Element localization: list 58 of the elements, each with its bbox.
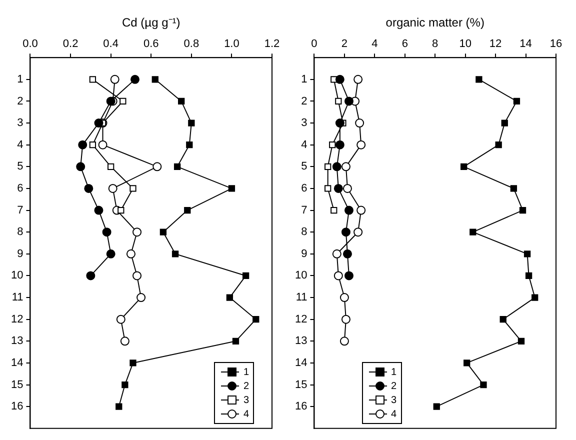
y-tick-label: 16 (294, 400, 308, 413)
x-tick-label: 14 (520, 38, 532, 50)
legend-label: 3 (243, 394, 249, 406)
y-tick-label: 1 (17, 73, 24, 86)
y-tick-label: 16 (10, 400, 24, 413)
x-axis-title: organic matter (%) (386, 16, 484, 30)
y-tick-label: 11 (12, 292, 24, 304)
x-tick-label: 4 (372, 38, 378, 50)
y-tick-label: 10 (10, 270, 24, 282)
y-tick-label: 5 (301, 160, 308, 173)
y-tick-label: 9 (301, 248, 308, 260)
x-tick-label: 2 (341, 38, 348, 50)
x-tick-label: 8 (432, 38, 438, 50)
x-tick-label: 0.8 (184, 38, 200, 50)
y-tick-label: 11 (296, 292, 308, 304)
x-tick-label: 0 (311, 38, 318, 50)
y-tick-label: 4 (301, 138, 308, 151)
y-tick-label: 6 (301, 182, 308, 194)
y-tick-label: 10 (294, 270, 308, 282)
y-tick-label: 3 (301, 117, 308, 130)
y-tick-label: 5 (17, 160, 24, 173)
y-tick-label: 15 (294, 378, 308, 391)
legend-label: 4 (243, 408, 249, 420)
x-tick-label: 0.0 (22, 38, 38, 50)
legend-label: 2 (243, 380, 249, 392)
legend-label: 4 (391, 408, 397, 420)
y-tick-label: 14 (294, 356, 308, 369)
legend-label: 3 (391, 394, 397, 406)
y-tick-label: 7 (17, 204, 24, 216)
y-tick-label: 4 (17, 138, 24, 151)
x-tick-label: 12 (489, 38, 502, 50)
y-tick-label: 2 (17, 95, 24, 108)
y-tick-label: 3 (17, 117, 24, 130)
x-tick-label: 0.4 (103, 38, 118, 50)
y-tick-label: 13 (10, 335, 24, 348)
legend-label: 1 (391, 366, 397, 378)
legend-label: 2 (391, 380, 397, 392)
y-tick-label: 9 (17, 248, 24, 260)
x-tick-label: 1.0 (224, 38, 240, 50)
x-tick-label: 16 (550, 38, 562, 50)
x-tick-label: 0.2 (62, 38, 78, 50)
x-tick-label: 0.6 (143, 38, 159, 50)
y-tick-label: 15 (10, 378, 24, 391)
x-axis-title: Cd (µg g⁻¹) (122, 16, 180, 30)
y-tick-label: 1 (301, 73, 308, 86)
y-tick-label: 14 (10, 356, 24, 369)
legend-label: 1 (243, 366, 249, 378)
y-tick-label: 2 (301, 95, 308, 108)
x-tick-label: 6 (402, 38, 408, 50)
x-tick-label: 1.2 (264, 38, 280, 50)
y-tick-label: 7 (301, 204, 308, 216)
y-tick-label: 6 (17, 182, 24, 194)
y-tick-label: 12 (294, 313, 308, 326)
y-tick-label: 13 (294, 335, 308, 348)
x-tick-label: 10 (459, 38, 472, 50)
y-tick-label: 8 (17, 226, 24, 238)
y-tick-label: 8 (301, 226, 308, 238)
y-tick-label: 12 (10, 313, 24, 326)
